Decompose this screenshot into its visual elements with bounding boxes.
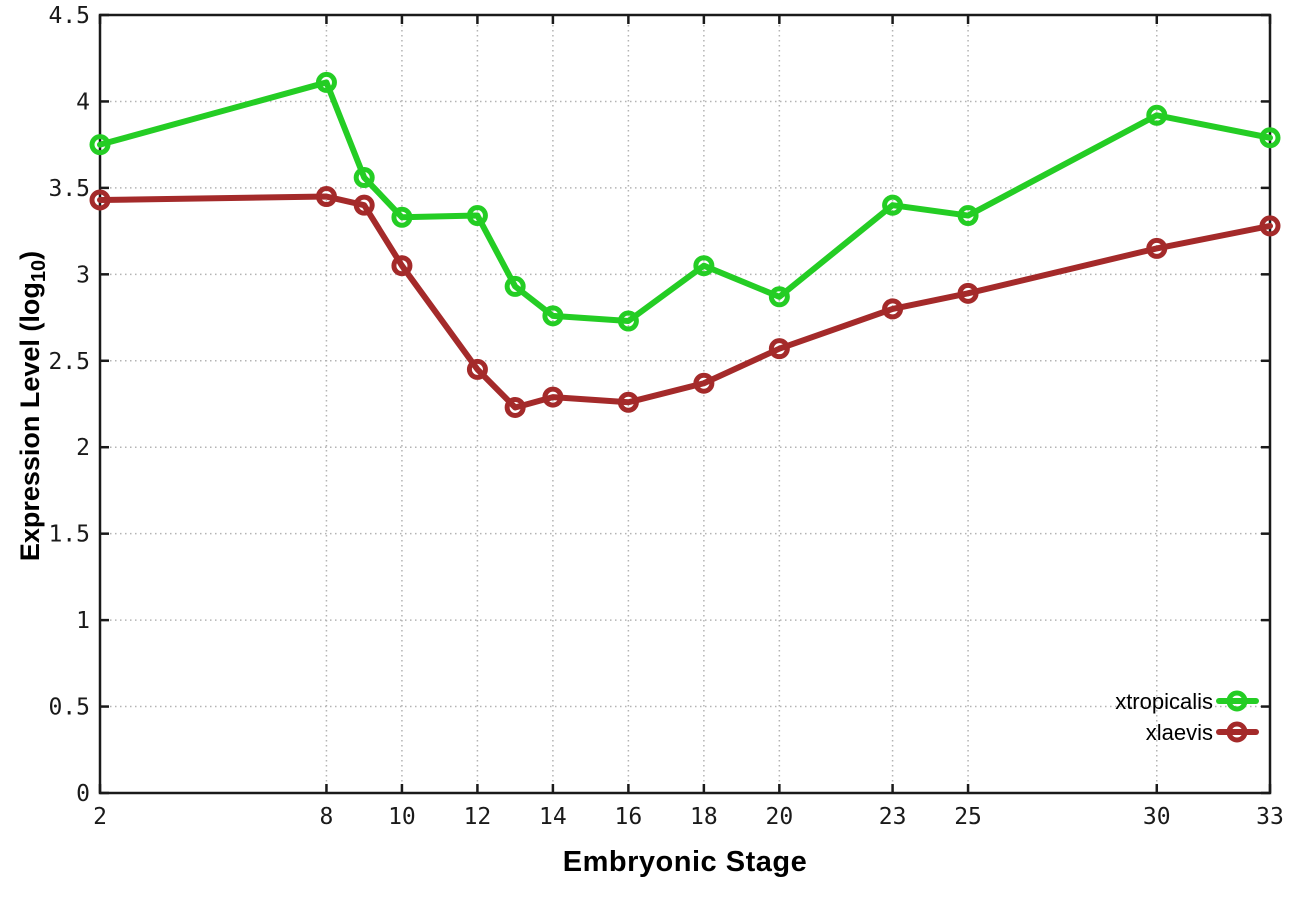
data-point-xlaevis: [353, 194, 375, 216]
x-tick-label: 16: [615, 804, 643, 830]
data-point-xlaevis: [693, 372, 715, 394]
x-axis-title: Embryonic Stage: [562, 846, 808, 878]
data-point-xlaevis: [617, 391, 639, 413]
data-point-xtropicalis: [693, 255, 715, 277]
data-point-xtropicalis: [957, 205, 979, 227]
series-line-xlaevis: [97, 193, 1273, 411]
y-tick-label: 1: [76, 608, 90, 634]
data-point-xlaevis: [882, 298, 904, 320]
x-tick-label: 25: [954, 804, 982, 830]
y-tick-label: 2: [76, 435, 90, 461]
y-tick-label: 3.5: [48, 176, 90, 202]
x-tick-label: 20: [766, 804, 794, 830]
y-axis-title-text: Expression Level (log: [15, 282, 45, 562]
y-axis-title-subscript: 10: [28, 259, 50, 283]
x-tick-label: 23: [879, 804, 907, 830]
data-point-xtropicalis: [768, 286, 790, 308]
x-tick-label: 10: [388, 804, 416, 830]
series-line-xtropicalis: [97, 79, 1273, 325]
data-point-xtropicalis: [542, 305, 564, 327]
data-point-xlaevis: [1259, 215, 1281, 237]
x-tick-label: 12: [464, 804, 492, 830]
y-tick-label: 0: [76, 781, 90, 807]
x-tick-label: 18: [690, 804, 718, 830]
data-point-xtropicalis: [1146, 104, 1168, 126]
legend-marker-xlaevis: [1226, 721, 1248, 743]
data-point-xlaevis: [768, 338, 790, 360]
data-point-xlaevis: [957, 282, 979, 304]
y-tick-label: 4.5: [48, 3, 90, 29]
data-point-xtropicalis: [504, 275, 526, 297]
legend-label-xtropicalis: xtropicalis: [1115, 689, 1213, 714]
data-point-xtropicalis: [882, 194, 904, 216]
data-point-xlaevis: [466, 358, 488, 380]
data-point-xtropicalis: [466, 205, 488, 227]
data-point-xtropicalis: [617, 310, 639, 332]
legend-label-xlaevis: xlaevis: [1146, 720, 1213, 745]
data-point-xlaevis: [542, 386, 564, 408]
y-tick-label: 2.5: [48, 349, 90, 375]
x-tick-label: 14: [539, 804, 567, 830]
y-axis-title-suffix: ): [15, 250, 45, 260]
y-tick-label: 1.5: [48, 522, 90, 548]
y-tick-label: 0.5: [48, 695, 90, 721]
data-point-xlaevis: [89, 189, 111, 211]
x-tick-label: 8: [320, 804, 334, 830]
data-point-xtropicalis: [391, 206, 413, 228]
data-point-xtropicalis: [315, 71, 337, 93]
legend-marker-xtropicalis: [1226, 690, 1248, 712]
x-tick-label: 2: [93, 804, 107, 830]
y-tick-label: 4: [76, 89, 90, 115]
data-point-xlaevis: [391, 255, 413, 277]
data-point-xlaevis: [315, 186, 337, 208]
y-axis-title: Expression Level (log10): [10, 206, 50, 606]
data-point-xtropicalis: [353, 167, 375, 189]
x-tick-label: 33: [1256, 804, 1284, 830]
data-point-xlaevis: [504, 396, 526, 418]
data-point-xlaevis: [1146, 237, 1168, 259]
data-point-xtropicalis: [89, 134, 111, 156]
data-point-xtropicalis: [1259, 127, 1281, 149]
plot-border: [98, 13, 1272, 795]
y-tick-label: 3: [76, 262, 90, 288]
x-tick-label: 30: [1143, 804, 1171, 830]
